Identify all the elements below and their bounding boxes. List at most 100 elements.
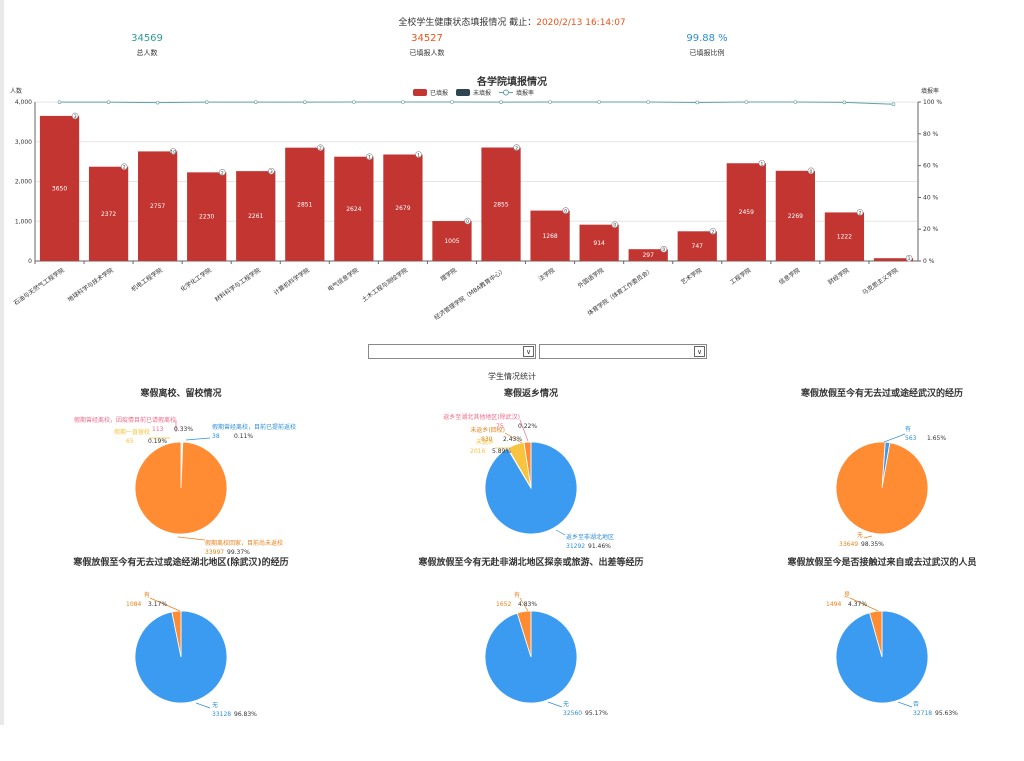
pie-slice-value: 38 — [212, 433, 220, 440]
stat-total-label: 总人数 — [136, 49, 158, 57]
pie-slice-pct: 0.19% — [148, 438, 167, 445]
rate-point — [793, 100, 798, 104]
header-title-text: 全校学生健康状态填报情况 截止： — [398, 18, 537, 28]
stat-rate-value: 99.88 % — [686, 33, 728, 44]
bar-value-label: 2459 — [739, 209, 754, 216]
bar-top-label: 2 — [221, 170, 224, 176]
pie-slice — [523, 441, 532, 489]
rate-point — [303, 100, 307, 104]
pie-slice-name: 是 — [844, 592, 850, 599]
bar-filled — [873, 258, 914, 261]
pie-slice-value: 75 — [496, 423, 504, 430]
bar-value-label: 2757 — [150, 203, 165, 210]
x-tick-label: 马克思主义学院 — [861, 266, 900, 297]
rate-point — [891, 102, 896, 107]
pie-callout-line — [504, 432, 523, 444]
pie-slice-pct: 2.43% — [503, 436, 522, 443]
bar-top-badge — [709, 228, 717, 235]
rate-point — [842, 100, 847, 105]
bar-top-badge — [807, 167, 815, 175]
x-tick-label: 化学化工学院 — [179, 266, 213, 293]
rate-point — [744, 100, 749, 104]
bar-value-label: 3650 — [52, 185, 67, 192]
bar-value-label: 2679 — [395, 205, 410, 212]
bar-top-badge — [856, 209, 864, 216]
page-header: 全校学生健康状态填报情况 截止：2020/2/13 16:14:07 — [0, 15, 1024, 28]
filter-select-2[interactable]: ∨ — [539, 344, 707, 359]
bar-filled — [481, 147, 521, 261]
bar-filled — [824, 212, 865, 261]
bar-value-label: 297 — [642, 252, 654, 259]
stat-rate-label: 已填报比例 — [689, 49, 725, 57]
bar-top-badge — [366, 153, 373, 160]
rate-point — [352, 100, 356, 104]
pie-slice-value: 1494 — [826, 601, 841, 608]
bar-top-badge — [562, 207, 570, 214]
pie-slice-value: 65 — [126, 438, 134, 445]
pie-callout-line — [519, 597, 529, 612]
y-axis-label: 人数 — [10, 87, 22, 95]
bar-top-label: 2 — [515, 146, 518, 152]
bar-chart-title: 各学院填报情况 — [476, 75, 547, 88]
pie-slice-pct: 91.46% — [588, 543, 611, 550]
pie-callout-line — [849, 597, 879, 612]
bar-value-label: 2230 — [199, 214, 214, 221]
pie-slice-pct: 3.17% — [148, 601, 167, 608]
pie-callout-line — [883, 433, 906, 443]
bar-top-label: 3 — [74, 114, 77, 120]
bar-value-label: 2269 — [788, 213, 803, 220]
bar-top-badge — [464, 217, 471, 225]
pie-slice-pct: 0.11% — [234, 433, 253, 440]
pie-callout-line — [863, 535, 873, 539]
bar-top-label: 1 — [760, 161, 763, 167]
pie-title: 寒假放假至今有无去过或途经武汉的经历 — [800, 387, 963, 399]
pie-slice-value: 563 — [905, 435, 917, 442]
filter-select-1[interactable]: ∨ — [368, 344, 536, 359]
bar-value-label: 2372 — [101, 211, 116, 218]
pie-slice-name: 返乡至非湖北地区 — [566, 533, 614, 541]
bar-top-badge — [513, 144, 520, 151]
pie-slice-name: 假期曾经离校，目前已提前返校 — [212, 423, 296, 431]
pie-title: 寒假放假至今是否接触过来自或去过武汉的人员 — [786, 556, 976, 568]
bar-filled — [726, 163, 766, 261]
student-stats-caption: 学生情况统计 — [488, 372, 536, 381]
pie-slice-pct: 0.22% — [518, 423, 537, 430]
pie-callout-line — [519, 419, 529, 442]
rate-point — [155, 100, 160, 105]
bar-top-label: 0 — [662, 247, 665, 253]
bar-top-label: 2 — [859, 210, 862, 216]
x-tick-label: 计算机科学学院 — [272, 266, 311, 297]
y2-tick-label: 60 % — [923, 163, 939, 170]
stat-rate: 99.88 % 已填报比例 — [607, 33, 807, 58]
pie-slice-pct: 0.33% — [174, 426, 193, 433]
pie-slice-value: 33997 — [205, 549, 224, 556]
pie-slice-value: 113 — [152, 426, 164, 433]
bar-top-badge — [758, 159, 766, 167]
pie-slice-pct: 5.89% — [492, 448, 511, 455]
bar-filled — [236, 171, 276, 261]
x-tick-label: 外国语学院 — [576, 266, 605, 290]
stat-total-value: 34569 — [131, 33, 163, 44]
rate-point — [597, 100, 601, 104]
bar-top-badge — [611, 221, 619, 228]
legend-label: 已填报 — [430, 89, 448, 97]
x-tick-label: 机电工程学院 — [130, 266, 164, 293]
bar-filled — [383, 154, 423, 261]
pie-slice-value: 33649 — [839, 541, 858, 548]
pie-slice-value: 1652 — [496, 601, 511, 608]
bar-filled — [285, 147, 325, 261]
pie-slice-name: 否 — [913, 701, 919, 708]
bar-filled — [432, 221, 472, 261]
bar-top-label: 3 — [270, 169, 273, 175]
bar-top-label: 1 — [368, 155, 371, 161]
bar-top-badge — [120, 163, 128, 171]
bar-value-label: 1222 — [837, 234, 852, 241]
y2-tick-label: 80 % — [923, 131, 939, 138]
pie-slice-name: 无 — [212, 702, 218, 709]
pie-slice-pct: 4.83% — [518, 601, 537, 608]
y-tick-label: 2,000 — [15, 179, 32, 186]
bar-filled — [138, 151, 178, 261]
y2-axis-label: 填报率 — [921, 87, 939, 95]
pie-slice-name: 有 — [144, 591, 150, 599]
